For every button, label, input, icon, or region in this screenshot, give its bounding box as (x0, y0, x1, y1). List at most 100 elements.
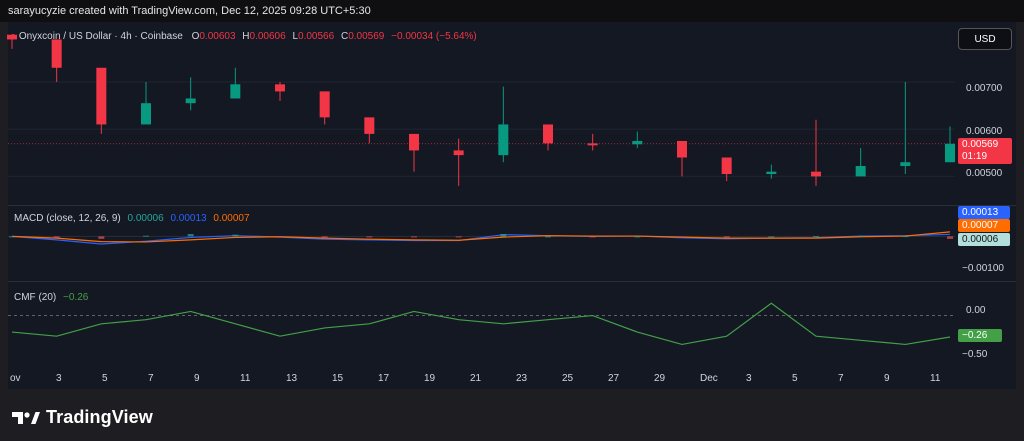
candle-body (275, 84, 285, 92)
macd-histogram-bar (723, 236, 730, 238)
top-bar: sarayucyzie created with TradingView.com… (0, 0, 1024, 22)
time-axis-label: 13 (286, 373, 298, 384)
symbol-line[interactable]: Onyxcoin / US Dollar · 4h · Coinbase (18, 31, 183, 42)
time-axis-label: 5 (792, 373, 798, 384)
time-axis-label: 17 (378, 373, 390, 384)
ohlc-low-label: L (292, 31, 299, 42)
candle-body (900, 162, 911, 166)
candle-body (7, 34, 17, 40)
macd-histogram-bar (545, 236, 551, 238)
macd-histogram-bar (53, 236, 60, 239)
cmf-value: −0.26 (63, 292, 89, 303)
candle-body (945, 143, 955, 163)
macd-histogram-bar (9, 236, 15, 238)
macd-histogram-bar (366, 236, 373, 238)
last-price: 0.00569 (962, 139, 999, 150)
macd-value-1: 0.00006 (127, 213, 164, 224)
last-price-badge: 0.00569 01:19 (958, 138, 1012, 164)
candle-body (364, 117, 375, 134)
candle-body (409, 133, 419, 151)
currency-button[interactable]: USD (958, 28, 1012, 50)
macd-histogram-bar (455, 236, 462, 238)
brand-name: TradingView (46, 407, 153, 427)
macd-badge-orange: 0.00007 (958, 219, 1010, 232)
ohlc-high-label: H (242, 31, 250, 42)
ohlc-open-label: O (191, 31, 200, 42)
ohlc-low: 0.00566 (298, 31, 335, 42)
ohlc-change: −0.00034 (−5.64%) (391, 31, 477, 42)
macd-histogram-bar (143, 235, 149, 237)
macd-histogram-bar (187, 233, 194, 237)
time-axis-label: 25 (562, 373, 574, 384)
candle-body (855, 166, 866, 177)
cmf-pane[interactable] (8, 282, 1016, 369)
time-axis-label: 3 (746, 373, 752, 384)
time-axis-label: Dec (700, 373, 718, 384)
macd-histogram-bar (277, 236, 283, 238)
macd-pane[interactable] (8, 206, 1016, 281)
macd-histogram-bar (679, 236, 685, 238)
time-axis-label: 11 (930, 373, 941, 384)
macd-value-3: 0.00007 (213, 213, 250, 224)
cmf-axis-tick: −0.50 (962, 349, 988, 360)
macd-histogram-bar (947, 236, 953, 239)
time-axis-label: 19 (424, 373, 436, 384)
candle-body (587, 143, 598, 146)
time-axis-label: 5 (102, 373, 108, 384)
price-axis-tick: 0.00700 (966, 83, 1003, 94)
time-axis-label: 23 (516, 373, 528, 384)
candle-body (766, 171, 777, 175)
ohlc-high: 0.00606 (249, 31, 286, 42)
time-axis-label: 29 (654, 373, 666, 384)
time-axis-label: 9 (884, 373, 890, 384)
price-legend: ● Onyxcoin / US Dollar · 4h · Coinbase O… (10, 31, 477, 42)
price-axis-tick: 0.00500 (966, 168, 1003, 179)
cmf-legend: CMF (20) −0.26 (14, 292, 88, 303)
price-pane[interactable] (8, 22, 1016, 205)
time-axis-label: 9 (194, 373, 200, 384)
candle-body (677, 140, 687, 158)
time-axis-label: 7 (838, 373, 844, 384)
brand-logo[interactable]: TradingView (12, 407, 153, 428)
candle-body (498, 124, 509, 156)
time-axis-label: 7 (148, 373, 154, 384)
macd-histogram-bar (768, 236, 775, 238)
macd-badge-histogram: 0.00006 (958, 233, 1010, 246)
candle-body (453, 150, 464, 156)
tradingview-logo-icon (12, 411, 40, 424)
time-axis-label: ov (10, 373, 21, 384)
macd-histogram-bar (411, 236, 417, 238)
macd-histogram-bar (634, 236, 641, 238)
macd-value-2: 0.00013 (170, 213, 207, 224)
price-axis-tick: 0.00600 (966, 126, 1003, 137)
candle-body (319, 91, 330, 118)
bar-countdown: 01:19 (962, 151, 988, 162)
time-axis-label: 3 (56, 373, 62, 384)
macd-axis-tick: −0.00100 (962, 263, 1004, 274)
macd-histogram-bar (232, 234, 239, 237)
time-axis-label: 15 (332, 373, 344, 384)
cmf-axis-tick: 0.00 (966, 305, 986, 316)
candle-body (51, 39, 62, 68)
ohlc-open: 0.00603 (199, 31, 236, 42)
credit-text: sarayucyzie created with TradingView.com… (8, 5, 371, 17)
cmf-line (11, 302, 951, 346)
macd-histogram-bar (813, 236, 819, 238)
macd-histogram-bar (589, 236, 596, 238)
macd-title[interactable]: MACD (close, 12, 26, 9) (14, 213, 121, 224)
macd-badge-blue: 0.00013 (958, 206, 1010, 219)
candle-body (543, 124, 553, 144)
cmf-title[interactable]: CMF (20) (14, 292, 57, 303)
pane-divider[interactable] (8, 205, 1016, 206)
footer (0, 389, 1024, 441)
time-axis-label: 21 (470, 373, 482, 384)
time-axis-label: 27 (608, 373, 620, 384)
ohlc-close-label: C (340, 31, 349, 42)
ohlc-close: 0.00569 (348, 31, 385, 42)
candle-body (230, 84, 241, 99)
pane-divider[interactable] (8, 281, 1016, 282)
candle-body (811, 171, 821, 177)
macd-series-line (11, 231, 951, 243)
macd-legend: MACD (close, 12, 26, 9) 0.00006 0.00013 … (14, 213, 250, 224)
time-axis[interactable] (8, 369, 1016, 389)
